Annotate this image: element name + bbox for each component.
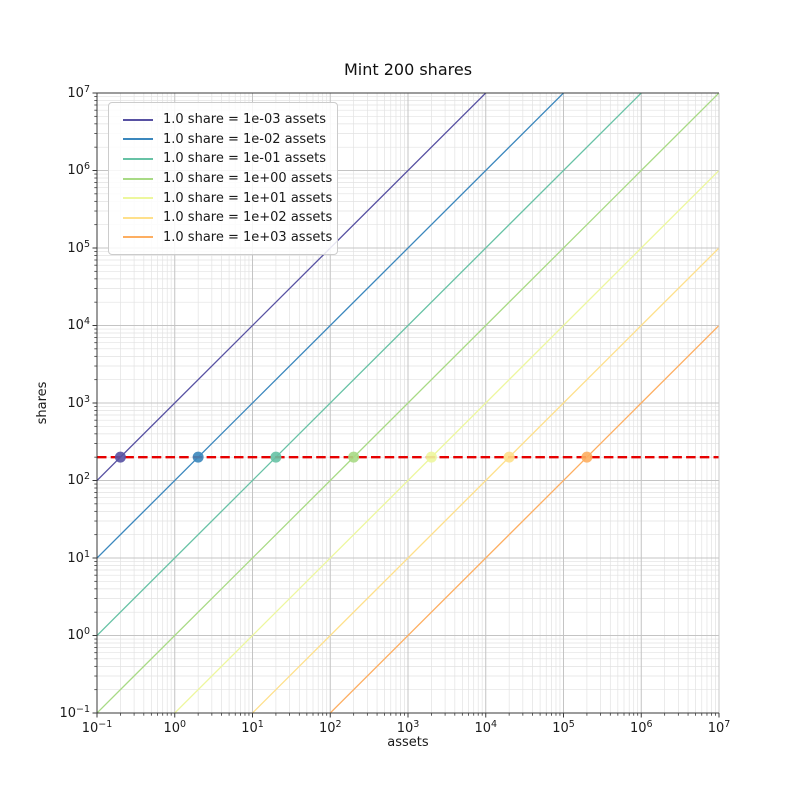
legend-item: 1.0 share = 1e+02 assets (119, 208, 332, 228)
x-tick-label: 104 (474, 719, 498, 736)
y-tick-label: 102 (67, 471, 90, 488)
legend-item: 1.0 share = 1e-01 assets (119, 149, 327, 169)
legend-label: 1.0 share = 1e-01 assets (163, 151, 327, 167)
legend-label: 1.0 share = 1e+01 assets (163, 190, 333, 206)
legend-line-sample (123, 138, 153, 141)
legend-item: 1.0 share = 1e-03 assets (119, 110, 327, 130)
legend-label: 1.0 share = 1e+02 assets (163, 210, 333, 226)
legend-line-sample (123, 216, 153, 219)
x-tick-label: 102 (318, 719, 342, 736)
legend-label: 1.0 share = 1e+03 assets (163, 229, 333, 245)
legend-item: 1.0 share = 1e-02 assets (119, 130, 327, 150)
y-tick-label: 10−1 (59, 703, 90, 721)
legend-line-sample (123, 118, 153, 121)
legend-line-sample (123, 197, 153, 200)
y-tick-label: 105 (67, 238, 90, 256)
y-tick-label: 103 (67, 393, 90, 411)
legend-label: 1.0 share = 1e-03 assets (163, 112, 327, 128)
legend-line-sample (123, 157, 153, 160)
y-tick-label: 100 (67, 626, 90, 643)
legend-line-sample (123, 177, 153, 180)
legend-item: 1.0 share = 1e+03 assets (119, 228, 332, 248)
x-tick-label: 10−1 (81, 719, 113, 736)
series-lines (97, 93, 719, 713)
legend-label: 1.0 share = 1e+00 assets (163, 171, 333, 187)
x-axis-label: assets (387, 735, 429, 750)
x-tick-label: 100 (163, 719, 187, 736)
x-tick-label: 101 (241, 719, 264, 736)
legend-item: 1.0 share = 1e+00 assets (119, 169, 332, 189)
y-tick-label: 107 (67, 83, 90, 101)
chart-title: Mint 200 shares (343, 60, 473, 79)
y-tick-label: 104 (67, 316, 90, 333)
y-tick-label: 101 (67, 548, 90, 566)
legend-line-sample (123, 236, 153, 239)
x-tick-label: 106 (629, 719, 653, 736)
legend-item: 1.0 share = 1e+01 assets (119, 188, 332, 208)
axis-ticks (92, 92, 720, 718)
intersection-points (114, 451, 593, 463)
x-tick-label: 105 (552, 719, 575, 736)
y-tick-label: 106 (67, 161, 90, 178)
legend: 1.0 share = 1e-03 assets 1.0 share = 1e-0… (108, 102, 338, 256)
x-tick-label: 103 (396, 719, 420, 736)
legend-label: 1.0 share = 1e-02 assets (163, 131, 327, 147)
x-tick-label: 107 (707, 719, 731, 736)
